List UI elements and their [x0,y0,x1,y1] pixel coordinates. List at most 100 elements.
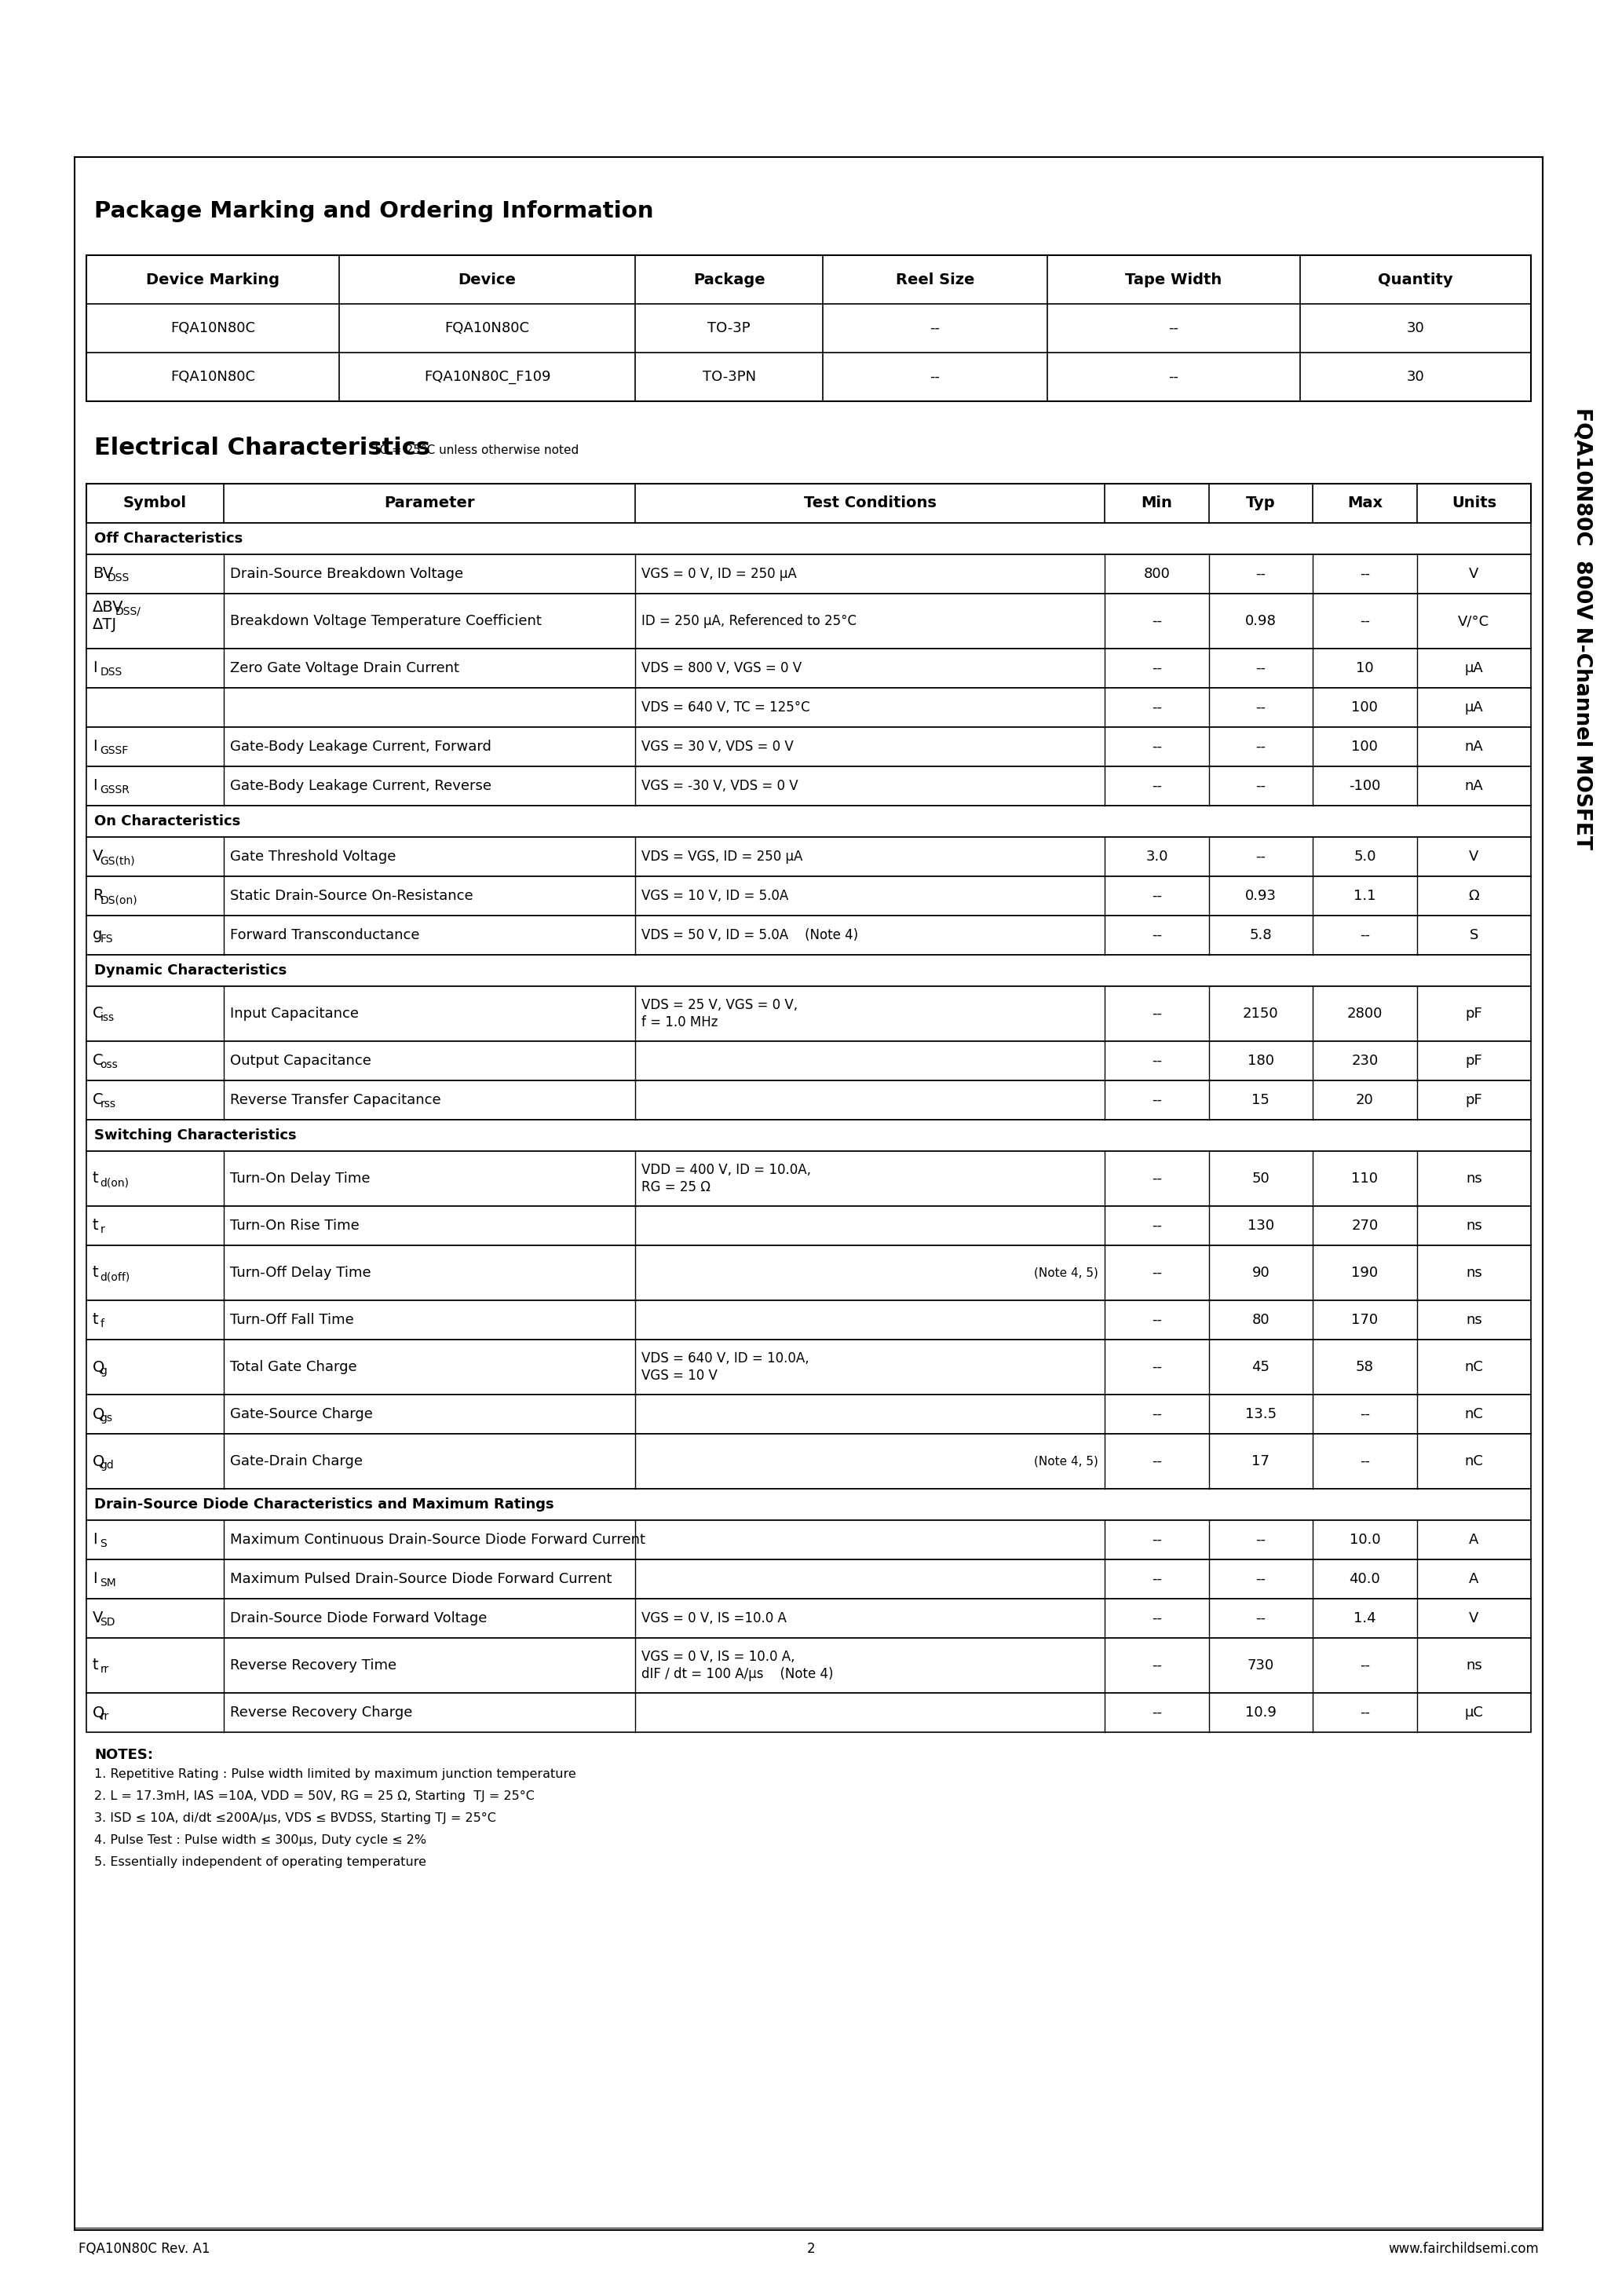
Text: Q: Q [92,1407,105,1421]
Text: V: V [92,850,104,863]
Text: --: -- [1359,1658,1371,1671]
Text: --: -- [1152,778,1161,792]
Text: f = 1.0 MHz: f = 1.0 MHz [642,1015,719,1029]
Text: nC: nC [1465,1407,1483,1421]
Text: --: -- [1152,1658,1161,1671]
Text: Turn-Off Fall Time: Turn-Off Fall Time [230,1313,354,1327]
Text: t: t [92,1265,99,1281]
Text: t: t [92,1658,99,1674]
Bar [86,1520,1531,1559]
Text: --: -- [1152,889,1161,902]
Text: r: r [101,1224,104,1235]
Text: Dynamic Characteristics: Dynamic Characteristics [94,964,287,978]
Bar [86,1339,1531,1394]
Text: -100: -100 [1350,778,1380,792]
Text: rr: rr [101,1665,109,1674]
Text: ns: ns [1466,1171,1483,1185]
Text: A: A [1470,1534,1479,1548]
Text: --: -- [1168,321,1179,335]
Text: dIF / dt = 100 A/μs    (Note 4): dIF / dt = 100 A/μs (Note 4) [642,1667,834,1681]
Text: Maximum Pulsed Drain-Source Diode Forward Current: Maximum Pulsed Drain-Source Diode Forwar… [230,1573,611,1587]
Text: 5.8: 5.8 [1249,928,1272,941]
Text: FQA10N80C_F109: FQA10N80C_F109 [423,370,550,383]
Bar [86,1300,1531,1339]
Text: --: -- [1152,1265,1161,1279]
Text: --: -- [1152,1171,1161,1185]
Text: --: -- [1359,1706,1371,1720]
Bar [86,647,1531,689]
Text: VDS = 25 V, VGS = 0 V,: VDS = 25 V, VGS = 0 V, [642,999,798,1013]
Text: Q: Q [92,1453,105,1469]
Text: --: -- [929,370,941,383]
Text: I: I [92,661,97,675]
Text: Forward Transconductance: Forward Transconductance [230,928,420,941]
Bar [86,523,1531,553]
Text: --: -- [1152,661,1161,675]
Text: DSS: DSS [101,666,122,677]
Text: C: C [92,1093,104,1107]
Text: --: -- [1152,1453,1161,1469]
Text: (Note 4, 5): (Note 4, 5) [1035,1456,1098,1467]
Text: Symbol: Symbol [123,496,187,510]
Text: --: -- [1359,1453,1371,1469]
Text: 230: 230 [1351,1054,1379,1068]
Text: --: -- [1152,1093,1161,1107]
Text: 0.98: 0.98 [1246,613,1277,629]
Bar [86,987,1531,1040]
Text: 5. Essentially independent of operating temperature: 5. Essentially independent of operating … [94,1855,427,1869]
Text: VDS = 50 V, ID = 5.0A    (Note 4): VDS = 50 V, ID = 5.0A (Note 4) [642,928,858,941]
Bar [86,255,1531,402]
Bar [86,1433,1531,1488]
Text: 1.4: 1.4 [1354,1612,1375,1626]
Bar [86,1205,1531,1244]
Text: Drain-Source Diode Characteristics and Maximum Ratings: Drain-Source Diode Characteristics and M… [94,1497,555,1511]
Bar [86,728,1531,767]
Text: --: -- [1152,700,1161,714]
Text: 58: 58 [1356,1359,1374,1373]
Text: 730: 730 [1247,1658,1275,1671]
Text: Electrical Characteristics: Electrical Characteristics [94,436,430,459]
Text: Reverse Recovery Charge: Reverse Recovery Charge [230,1706,412,1720]
Text: gs: gs [101,1412,112,1424]
Bar [86,1081,1531,1120]
Text: 2800: 2800 [1346,1006,1382,1022]
Text: μA: μA [1465,661,1483,675]
Text: Static Drain-Source On-Resistance: Static Drain-Source On-Resistance [230,889,474,902]
Text: Ω: Ω [1468,889,1479,902]
Text: --: -- [1359,613,1371,629]
Text: pF: pF [1465,1054,1483,1068]
Text: DS(on): DS(on) [101,895,138,905]
Text: Parameter: Parameter [384,496,475,510]
Text: VDD = 400 V, ID = 10.0A,: VDD = 400 V, ID = 10.0A, [642,1162,811,1178]
Text: --: -- [1359,1407,1371,1421]
Text: VGS = 10 V: VGS = 10 V [642,1368,717,1382]
Text: www.fairchildsemi.com: www.fairchildsemi.com [1388,2241,1539,2257]
Text: Gate-Body Leakage Current, Forward: Gate-Body Leakage Current, Forward [230,739,491,753]
Text: --: -- [1255,567,1265,581]
Text: Drain-Source Diode Forward Voltage: Drain-Source Diode Forward Voltage [230,1612,487,1626]
Text: 20: 20 [1356,1093,1374,1107]
Text: A: A [1470,1573,1479,1587]
Text: 270: 270 [1351,1219,1379,1233]
Text: FQA10N80C: FQA10N80C [170,370,255,383]
Text: t: t [92,1219,99,1233]
Text: μC: μC [1465,1706,1483,1720]
Text: Units: Units [1452,496,1495,510]
Text: 5.0: 5.0 [1354,850,1375,863]
Text: C: C [92,1054,104,1068]
Text: Max: Max [1348,496,1382,510]
Text: Turn-Off Delay Time: Turn-Off Delay Time [230,1265,371,1279]
Text: I: I [92,778,97,794]
Text: --: -- [1255,661,1265,675]
Text: ΔBV: ΔBV [92,599,123,615]
Text: gd: gd [101,1460,114,1472]
Text: Q: Q [92,1359,105,1375]
Text: Reel Size: Reel Size [895,273,975,287]
Text: Device: Device [459,273,516,287]
Text: 3. ISD ≤ 10A, di/dt ≤200A/μs, VDS ≤ BVDSS, Starting TJ = 25°C: 3. ISD ≤ 10A, di/dt ≤200A/μs, VDS ≤ BVDS… [94,1812,496,1823]
Text: rr: rr [101,1711,109,1722]
Bar [86,806,1531,838]
Text: R: R [92,889,104,902]
Text: VGS = 0 V, IS =10.0 A: VGS = 0 V, IS =10.0 A [642,1612,787,1626]
Text: f: f [101,1318,104,1329]
